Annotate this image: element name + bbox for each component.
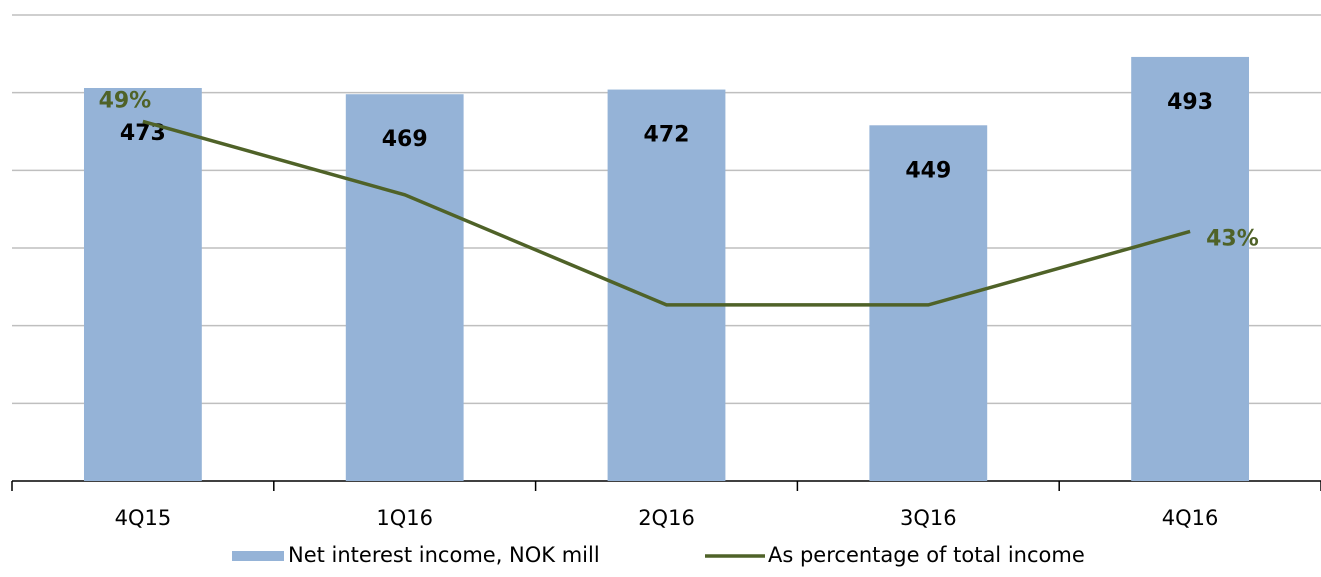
bar [83, 88, 202, 482]
bar-label: 493 [1167, 90, 1213, 115]
bar-label: 449 [905, 158, 951, 183]
bar-label: 469 [382, 127, 428, 152]
x-tick-label: 4Q15 [115, 506, 172, 530]
x-tick-label: 4Q16 [1162, 506, 1219, 530]
x-tick-label: 2Q16 [638, 506, 695, 530]
x-tick-label: 3Q16 [900, 506, 957, 530]
bar [1131, 56, 1250, 481]
bar [345, 94, 464, 481]
line [142, 119, 1191, 307]
line-label: 49% [99, 88, 152, 113]
legend-label: Net interest income, NOK mill [288, 543, 600, 567]
bar [607, 89, 726, 481]
legend-label: As percentage of total income [768, 543, 1085, 567]
legend-swatch [232, 551, 284, 561]
bar-label: 472 [644, 123, 690, 148]
line-label: 43% [1206, 226, 1259, 251]
x-tick-label: 1Q16 [376, 506, 433, 530]
